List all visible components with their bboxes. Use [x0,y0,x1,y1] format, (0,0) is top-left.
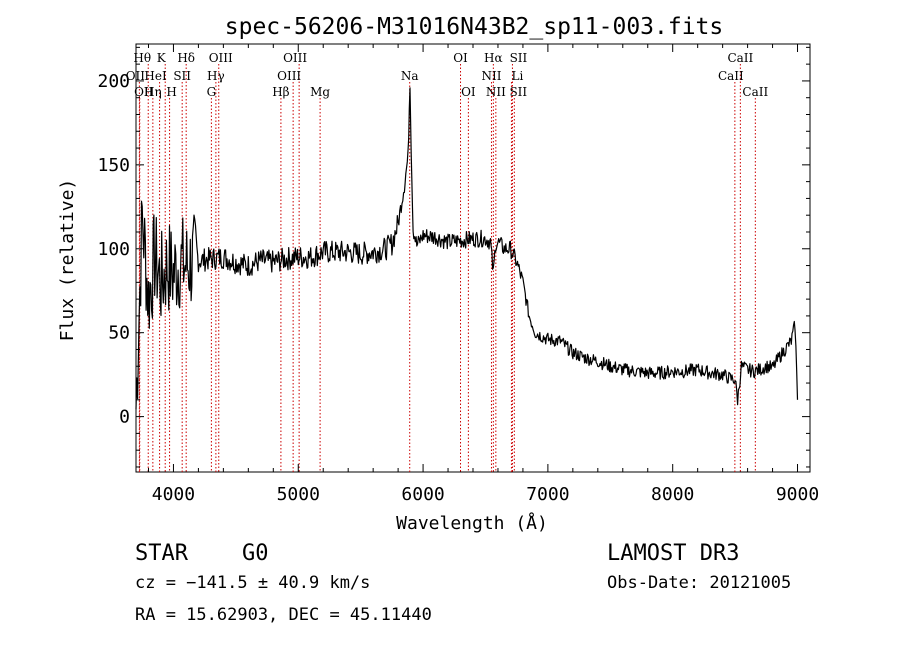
line-label-11: OIII [209,51,233,65]
line-label-22: SII [510,51,528,65]
line-label-7: SII [173,69,191,83]
plot-frame [135,43,811,473]
x-tick-label-3: 7000 [526,484,569,505]
line-label-25: CaII [718,69,744,83]
line-label-20: Hα [484,51,503,65]
line-label-2: Hθ [133,51,151,65]
object-class: STAR [135,541,189,566]
line-label-12: Hβ [272,85,289,99]
line-label-27: CaII [742,85,768,99]
line-label-6: H [166,85,176,99]
spectral-line-labels: OII OII Hθ Hη HeI K H SII Hδ G Hγ OIII Hβ OIII OIII Mg N… [126,51,769,99]
y-tick-label-2: 100 [97,239,130,260]
chart-title: spec-56206-M31016N43B2_sp11-003.fits [225,14,724,40]
x-axis-label: Wavelength (Å) [396,512,548,534]
line-label-15: Mg [310,85,330,99]
survey-name: LAMOST DR3 [607,541,739,566]
y-tick-label-1: 50 [108,323,130,344]
line-label-3: Hη [144,85,162,99]
y-tick-label-4: 200 [97,71,130,92]
line-label-9: G [207,85,217,99]
line-label-21: NII [486,85,506,99]
line-label-19: NII [481,69,501,83]
y-tick-label-3: 150 [97,155,130,176]
x-tick-label-5: 9000 [776,484,819,505]
line-label-0: OII [126,69,146,83]
y-axis-label: Flux (relative) [57,179,78,342]
x-tick-label-4: 8000 [651,484,694,505]
y-tick-label-0: 0 [119,407,130,428]
sky-coordinates: RA = 15.62903, DEC = 45.11440 [135,605,432,625]
object-subclass: G0 [242,541,269,566]
spectral-line-markers [138,64,756,472]
line-label-18: OI [461,85,476,99]
x-tick-label-2: 6000 [401,484,444,505]
x-tick-label-0: 4000 [152,484,195,505]
line-label-26: CaII [727,51,753,65]
observation-date: Obs-Date: 20121005 [607,573,791,593]
line-label-23: Li [512,69,524,83]
redshift-velocity: cz = −141.5 ± 40.9 km/s [135,573,370,593]
x-axis-ticks: 4000 5000 6000 7000 8000 9000 [147,44,819,505]
line-label-17: OI [453,51,468,65]
spectrum-line [135,87,799,410]
line-label-13: OIII [277,69,301,83]
line-label-16: Na [401,69,419,83]
line-label-10: Hγ [207,69,225,83]
y-axis-ticks: 0 50 100 150 200 [97,46,810,468]
x-tick-label-1: 5000 [277,484,320,505]
line-label-4: HeI [144,69,167,83]
line-label-1: OII [134,85,154,99]
line-label-14: OIII [283,51,307,65]
line-label-24: SII [509,85,527,99]
line-label-5: K [157,51,167,65]
line-label-8: Hδ [177,51,195,65]
